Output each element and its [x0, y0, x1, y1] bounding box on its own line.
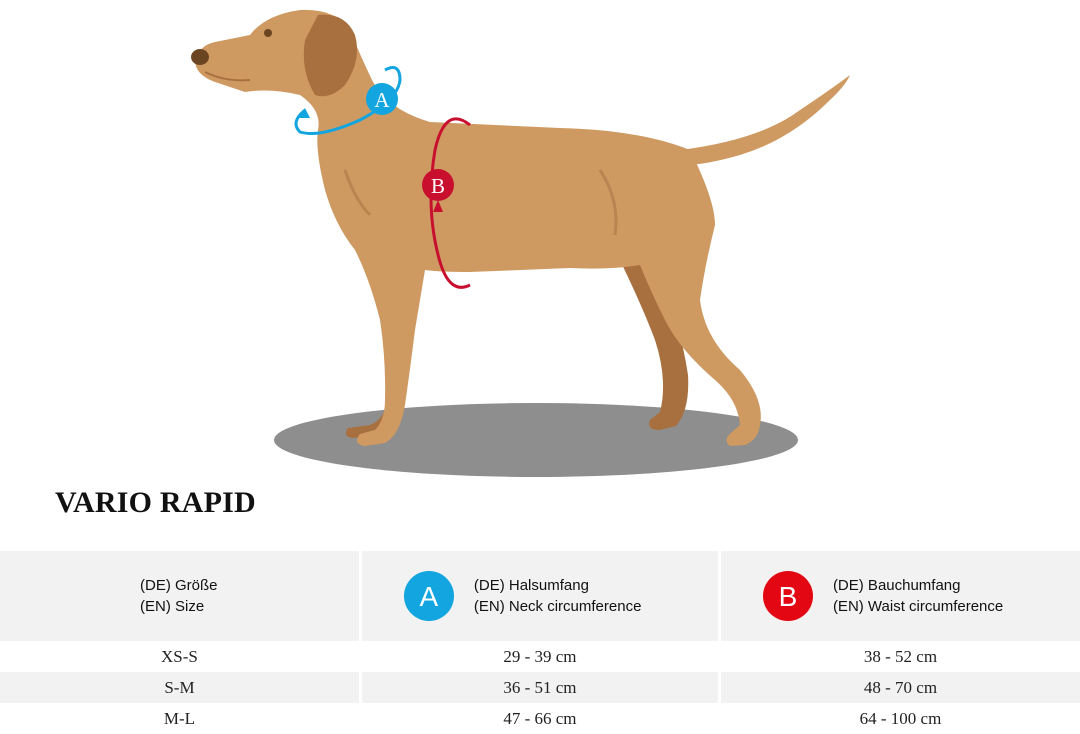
marker-b-icon [422, 169, 454, 201]
header-neck: A (DE) Halsumfang (EN) Neck circumferenc… [361, 551, 718, 641]
marker-a-badge-icon: A [403, 571, 454, 621]
cell-size: S-M [0, 672, 359, 703]
marker-b-label: B [431, 174, 445, 198]
cell-size: XS-S [0, 641, 359, 672]
cell-waist: 64 - 100 cm [720, 703, 1080, 734]
cell-waist: 38 - 52 cm [720, 641, 1080, 672]
header-size-en: (EN) Size [140, 598, 205, 615]
table-header-row: (DE) Größe (EN) Size A (DE) Halsumfang (… [0, 551, 1080, 641]
product-title: VARIO RAPID [55, 486, 256, 519]
header-size-de: (DE) Größe [140, 577, 218, 594]
cell-neck: 47 - 66 cm [361, 703, 718, 734]
marker-a-label: A [374, 88, 390, 112]
header-waist-en: (EN) Waist circumference [832, 598, 1004, 615]
header-neck-en: (EN) Neck circumference [473, 598, 642, 615]
marker-a-icon [366, 83, 398, 115]
dog-figure [191, 9, 850, 446]
header-size: (DE) Größe (EN) Size [0, 551, 359, 641]
dog-measurement-illustration: A B [191, 9, 850, 477]
header-waist: B (DE) Bauchumfang (EN) Waist circumfere… [720, 551, 1080, 641]
table-row: XS-S 29 - 39 cm 38 - 52 cm [0, 641, 1080, 672]
table-row: S-M 36 - 51 cm 48 - 70 cm [0, 672, 1080, 703]
size-chart-table: (DE) Größe (EN) Size A (DE) Halsumfang (… [0, 551, 1080, 734]
header-neck-de: (DE) Halsumfang [473, 577, 589, 594]
cell-size: M-L [0, 703, 359, 734]
header-waist-de: (DE) Bauchumfang [832, 577, 961, 594]
cell-waist: 48 - 70 cm [720, 672, 1080, 703]
cell-neck: 29 - 39 cm [361, 641, 718, 672]
neck-measurement-loop: A [294, 66, 402, 135]
waist-measurement-loop: B [422, 117, 471, 289]
cell-neck: 36 - 51 cm [361, 672, 718, 703]
table-row: M-L 47 - 66 cm 64 - 100 cm [0, 703, 1080, 734]
marker-b-badge-icon: B [762, 571, 813, 621]
ground-shadow [274, 403, 798, 477]
